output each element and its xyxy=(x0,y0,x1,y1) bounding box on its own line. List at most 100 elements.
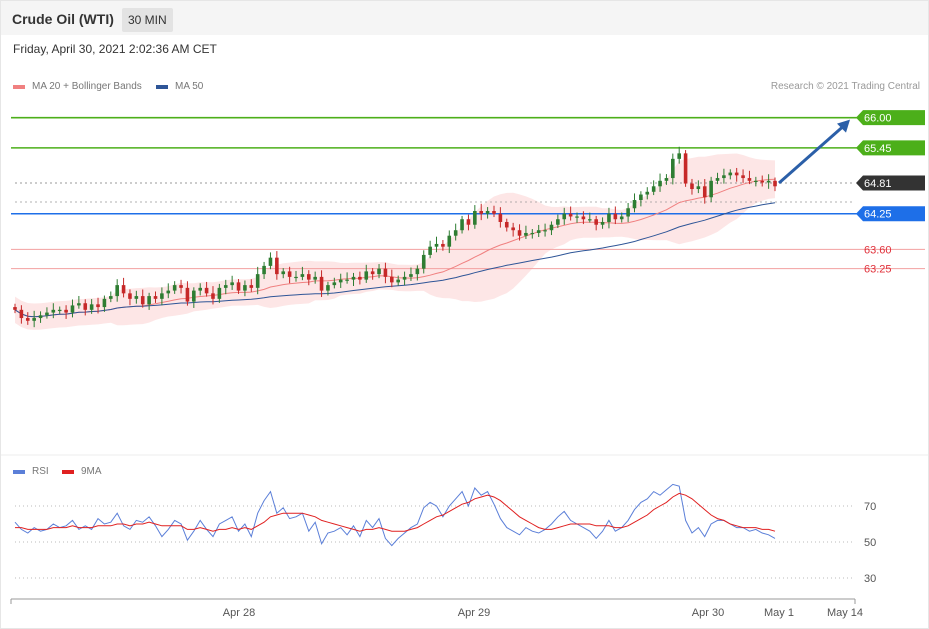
candle xyxy=(421,250,426,274)
candle-body xyxy=(243,285,247,291)
candle-body xyxy=(639,194,643,201)
candle-body xyxy=(460,219,464,231)
candle-body xyxy=(766,180,771,183)
candle xyxy=(677,146,682,164)
candle-body xyxy=(51,309,56,313)
candle-body xyxy=(102,298,107,308)
candle xyxy=(741,169,745,183)
candle xyxy=(249,279,254,292)
rsi-tick-30: 30 xyxy=(864,573,876,585)
bollinger-band-fill xyxy=(15,153,775,330)
candle xyxy=(172,281,177,294)
candle-body xyxy=(511,227,515,231)
candle-body xyxy=(421,254,426,269)
candle-body xyxy=(287,271,292,277)
candle xyxy=(396,275,400,286)
candle-body xyxy=(747,178,752,181)
candle xyxy=(70,299,75,318)
candle-body xyxy=(524,232,528,236)
candle xyxy=(275,251,279,280)
candle xyxy=(639,191,643,207)
candle-body xyxy=(607,213,611,222)
candle-body xyxy=(619,216,624,220)
candle xyxy=(664,174,669,185)
price-levels: 66.00 65.45 64.81 64.25 63.60 63.25 xyxy=(11,110,925,276)
rsi-line xyxy=(14,483,776,547)
candle-body xyxy=(543,230,547,232)
candle xyxy=(153,291,158,303)
candle-body xyxy=(172,285,177,291)
candle xyxy=(358,271,362,285)
candle-body xyxy=(70,305,75,313)
candle-body xyxy=(441,243,445,247)
candle xyxy=(466,214,471,231)
candle-body xyxy=(453,230,458,236)
level-label-4: 63.60 xyxy=(864,244,892,256)
candle-body xyxy=(428,246,432,255)
candle-body xyxy=(338,279,343,283)
candle xyxy=(613,206,618,225)
candle xyxy=(715,172,720,185)
candle-body xyxy=(504,221,509,228)
candle xyxy=(45,307,49,319)
candle-body xyxy=(498,213,503,222)
candle-body xyxy=(587,219,592,221)
candle xyxy=(377,264,381,279)
candle-body xyxy=(166,290,171,294)
candle xyxy=(262,261,266,279)
level-tag-0 xyxy=(856,110,925,126)
target-arrow-head xyxy=(837,119,850,133)
candle xyxy=(709,176,713,203)
candle xyxy=(13,303,17,314)
candle xyxy=(108,291,113,303)
level-label-5: 63.25 xyxy=(864,264,892,276)
candle xyxy=(696,180,701,194)
candle-body xyxy=(351,276,356,280)
candle xyxy=(517,224,522,241)
candle xyxy=(536,224,541,238)
candle-body xyxy=(651,186,656,192)
candle-body xyxy=(492,210,496,214)
rsi-label: RSI xyxy=(32,466,49,477)
level-tag-3 xyxy=(856,206,925,222)
candle xyxy=(160,287,164,306)
candle xyxy=(319,270,324,297)
ma20-label: MA 20 + Bollinger Bands xyxy=(32,81,142,92)
moving-averages xyxy=(14,178,776,318)
timeframe-button[interactable]: 30 MIN xyxy=(122,8,173,32)
candle xyxy=(766,174,771,189)
candle xyxy=(658,173,662,192)
candle xyxy=(594,215,598,231)
candle-body xyxy=(294,276,298,279)
candle-body xyxy=(517,230,522,236)
candle xyxy=(556,214,560,229)
candle-body xyxy=(575,216,579,218)
candle-body xyxy=(25,318,30,321)
candle xyxy=(607,207,611,229)
level-tag-2 xyxy=(856,175,925,191)
candle xyxy=(492,205,496,218)
candle-body xyxy=(128,293,132,299)
candle xyxy=(415,265,420,281)
rsi-swatch xyxy=(13,469,25,474)
time-tick-label: May 14 xyxy=(827,607,863,619)
candle-body xyxy=(677,153,682,159)
date-line: Friday, April 30, 2021 2:02:36 AM CET xyxy=(13,42,217,56)
candle-body xyxy=(19,309,24,319)
candle xyxy=(504,218,509,232)
candle-body xyxy=(364,271,369,280)
candle-body xyxy=(64,309,68,313)
candle-body xyxy=(204,287,209,294)
candle-body xyxy=(709,180,713,198)
candle-body xyxy=(45,312,49,316)
candle xyxy=(332,277,337,289)
candle xyxy=(390,269,394,288)
candle xyxy=(549,221,554,236)
candle-body xyxy=(230,282,234,286)
candle xyxy=(575,212,579,223)
candle-body xyxy=(741,175,745,179)
candle xyxy=(236,279,241,294)
candle xyxy=(179,279,183,294)
candle xyxy=(754,176,758,187)
candle-body xyxy=(690,183,694,190)
